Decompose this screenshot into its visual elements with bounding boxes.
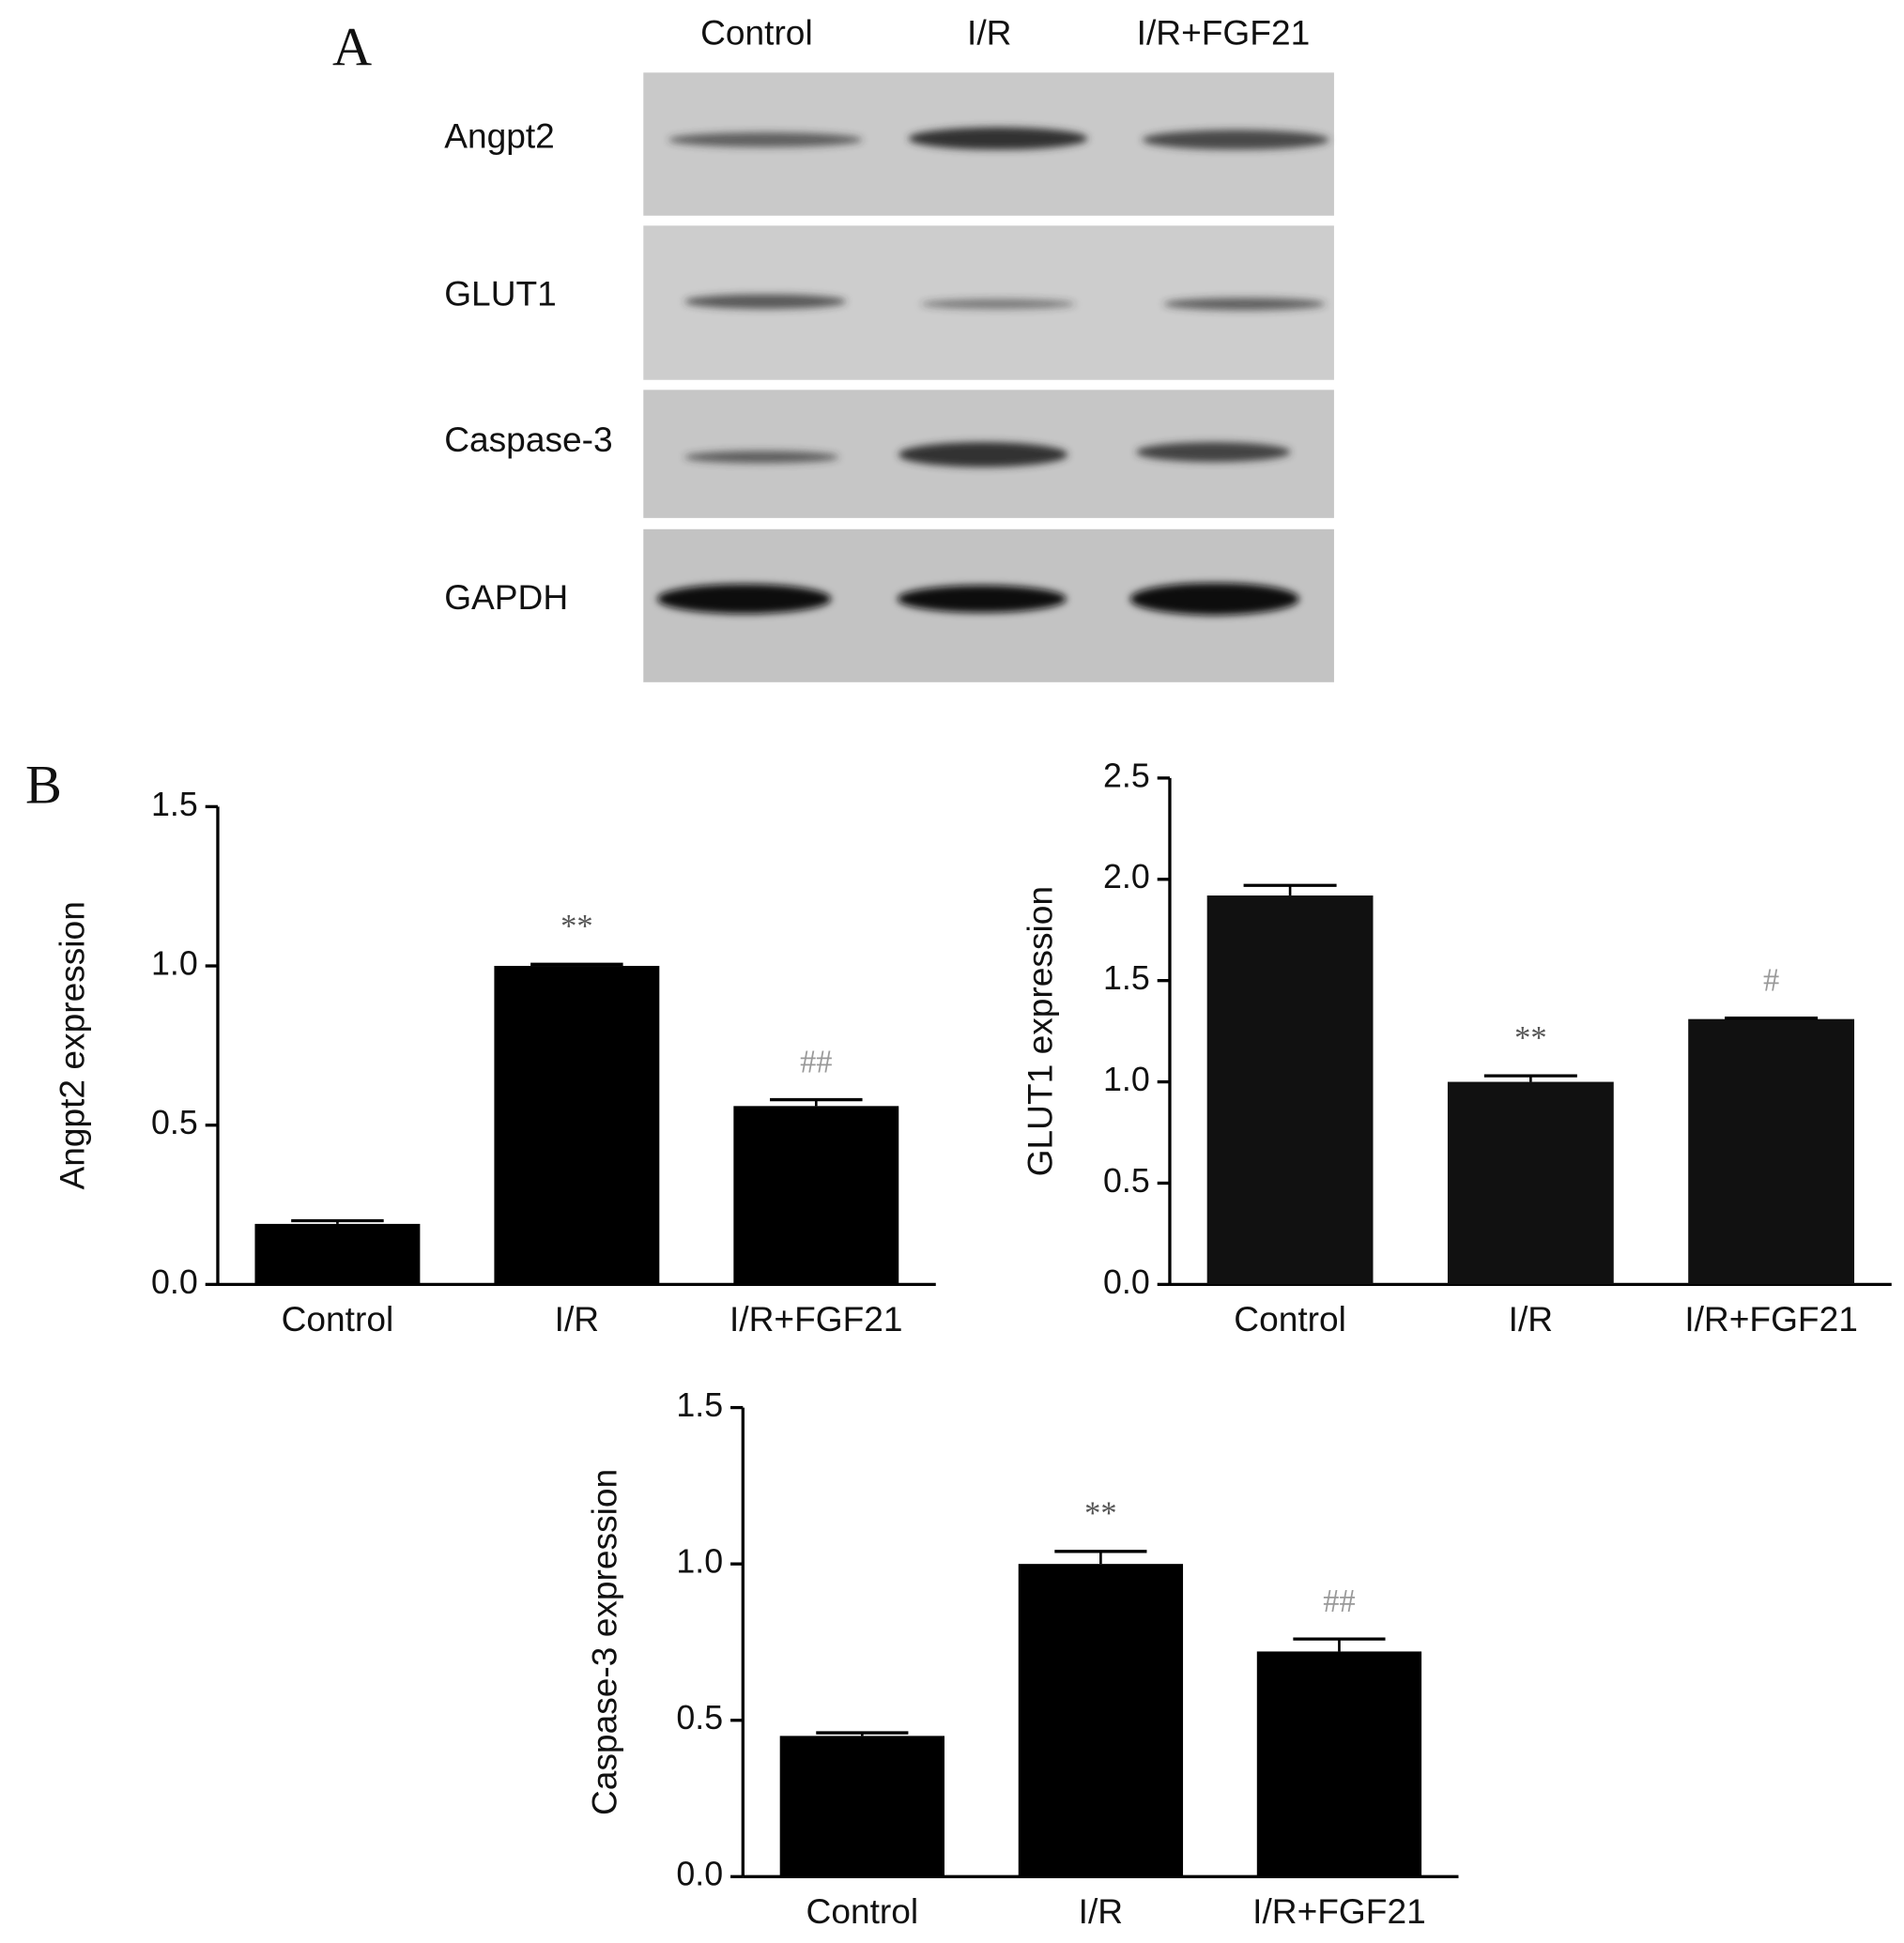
x-tick-label: I/R — [555, 1299, 599, 1339]
bar — [254, 1223, 421, 1285]
band — [656, 584, 832, 614]
significance-label: ** — [1514, 1020, 1546, 1056]
y-tick-label: 2.0 — [1103, 858, 1150, 895]
y-tick-label: 1.5 — [676, 1386, 723, 1424]
significance-label: ** — [560, 909, 592, 944]
bar — [1447, 1081, 1614, 1285]
x-tick-label: I/R+FGF21 — [1684, 1299, 1858, 1339]
panel-label: B — [25, 755, 62, 816]
significance-label: ## — [1323, 1583, 1355, 1619]
bar — [1018, 1564, 1184, 1877]
band — [920, 298, 1076, 310]
y-axis-label: Angpt2 expression — [52, 901, 91, 1189]
blot — [643, 72, 1334, 682]
x-tick-label: Control — [1234, 1299, 1346, 1339]
significance-label: ** — [1084, 1496, 1116, 1532]
y-tick-label: 0.0 — [676, 1856, 723, 1893]
lane-label: Control — [700, 12, 813, 52]
band-label: GLUT1 — [444, 274, 557, 314]
panel-label: A — [332, 17, 372, 78]
bar — [1256, 1651, 1422, 1877]
band — [898, 442, 1068, 467]
bar — [1688, 1018, 1855, 1285]
y-axis-label: Caspase-3 expression — [585, 1469, 624, 1815]
band — [668, 131, 863, 147]
y-tick-label: 0.5 — [676, 1699, 723, 1736]
bar — [733, 1106, 899, 1285]
y-tick-label: 1.5 — [1103, 959, 1150, 997]
bar — [1206, 895, 1374, 1285]
band — [1129, 582, 1299, 616]
significance-label: ## — [800, 1044, 832, 1079]
y-tick-label: 1.0 — [676, 1543, 723, 1581]
y-tick-label: 1.0 — [151, 944, 198, 982]
x-tick-label: I/R — [1509, 1299, 1553, 1339]
band — [897, 585, 1067, 613]
y-tick-label: 0.5 — [151, 1104, 198, 1141]
y-axis-label: GLUT1 expression — [1021, 886, 1060, 1176]
band-label: GAPDH — [444, 577, 568, 617]
significance-label: # — [1763, 962, 1779, 998]
y-tick-label: 0.0 — [1103, 1263, 1150, 1301]
x-tick-label: I/R — [1079, 1891, 1123, 1931]
band — [1163, 298, 1326, 311]
lane-label: I/R — [967, 12, 1011, 52]
y-tick-label: 1.5 — [151, 786, 198, 823]
x-tick-label: Control — [282, 1299, 394, 1339]
band — [1142, 130, 1329, 150]
y-tick-label: 0.0 — [151, 1263, 198, 1301]
y-tick-label: 2.5 — [1103, 757, 1150, 794]
bar — [494, 966, 660, 1285]
x-tick-label: Control — [806, 1891, 919, 1931]
x-tick-label: I/R+FGF21 — [1252, 1891, 1426, 1931]
band — [684, 451, 839, 464]
lane-label: I/R+FGF21 — [1137, 12, 1311, 52]
y-tick-label: 1.0 — [1103, 1061, 1150, 1098]
band — [684, 294, 847, 310]
bar — [779, 1736, 944, 1877]
y-tick-label: 0.5 — [1103, 1162, 1150, 1200]
band-label: Caspase-3 — [444, 420, 612, 459]
band — [908, 127, 1088, 150]
x-tick-label: I/R+FGF21 — [729, 1299, 903, 1339]
band-label: Angpt2 — [444, 115, 555, 155]
band — [1136, 442, 1291, 463]
